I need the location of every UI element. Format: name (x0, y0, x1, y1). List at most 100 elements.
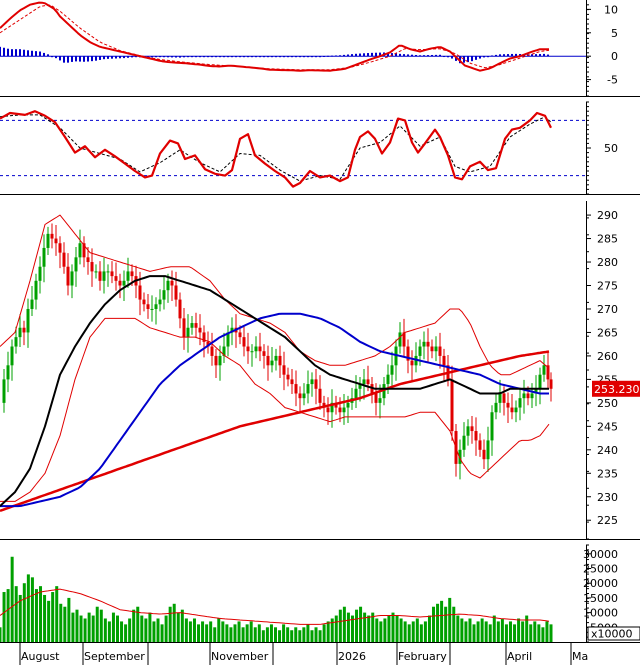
macd-histogram-bar (283, 56, 285, 58)
candle-body (374, 393, 378, 403)
macd-histogram-bar (483, 56, 485, 58)
volume-bar (6, 589, 10, 642)
volume-bar (99, 609, 103, 642)
candle-body (506, 402, 510, 408)
volume-bar (172, 603, 176, 642)
candle-body (254, 346, 258, 352)
volume-bar (217, 618, 221, 642)
macd-histogram-bar (255, 56, 257, 58)
candle-body (306, 384, 310, 394)
candle-body (498, 393, 502, 403)
volume-bar (39, 586, 43, 642)
x-tick-label: November (211, 650, 269, 663)
volume-bar (452, 606, 456, 642)
macd-histogram-bar (363, 53, 365, 57)
volume-bar (444, 606, 448, 642)
macd-histogram-bar (407, 54, 409, 57)
volume-bar (249, 621, 253, 642)
macd-histogram-bar (395, 53, 397, 57)
candle-body (514, 407, 518, 413)
y-tick-label: -5 (607, 74, 618, 87)
macd-histogram-bar (151, 56, 153, 58)
candle-body (382, 384, 386, 399)
candle-body (94, 271, 98, 273)
volume-bar (168, 606, 172, 642)
volume-bar (67, 597, 71, 642)
macd-histogram-bar (331, 55, 333, 57)
candle-body (378, 398, 382, 403)
macd-histogram-bar (447, 56, 449, 58)
candle-body (330, 402, 334, 413)
macd-histogram-bar (259, 56, 261, 58)
volume-bar (350, 615, 354, 642)
volume-bar (537, 624, 541, 642)
volume-bar (496, 621, 500, 642)
candle-body (458, 449, 462, 464)
volume-bar (419, 624, 423, 642)
volume-bar (338, 609, 342, 642)
macd-histogram-bar (427, 55, 429, 57)
macd-histogram-bar (91, 56, 93, 62)
volume-bar (379, 621, 383, 642)
volume-bar (367, 615, 371, 642)
volume-bar (14, 586, 18, 642)
candle-body (202, 332, 206, 342)
volume-bar (476, 621, 480, 642)
volume-bar (448, 597, 452, 642)
macd-histogram-bar (71, 56, 73, 62)
candle-body (438, 346, 442, 356)
macd-histogram-bar (39, 51, 41, 57)
macd-histogram-bar (175, 56, 177, 58)
volume-bar (120, 621, 124, 642)
macd-histogram-bar (319, 56, 321, 58)
volume-bar (136, 606, 140, 642)
macd-histogram-bar (511, 53, 513, 57)
macd-histogram-bar (19, 49, 21, 57)
volume-bar (111, 612, 115, 642)
macd-histogram-bar (387, 52, 389, 57)
macd-histogram-bar (315, 56, 317, 58)
y-tick-label: 235 (597, 467, 618, 480)
volume-bar (0, 627, 2, 642)
volume-bar (330, 618, 334, 642)
macd-histogram-bar (219, 56, 221, 58)
candle-body (238, 332, 242, 338)
candle-body (478, 440, 482, 450)
candle-body (450, 379, 454, 432)
volume-bar (282, 624, 286, 642)
macd-histogram-bar (295, 56, 297, 58)
candle-body (170, 280, 174, 286)
ma20-line (0, 275, 549, 507)
macd-histogram-bar (51, 56, 53, 58)
candle-body (294, 384, 298, 394)
volume-bar (164, 615, 168, 642)
price-panel: 2902852802752702652602552502452402352302… (0, 201, 640, 540)
volume-bar (342, 606, 346, 642)
y-tick-label: 280 (597, 256, 618, 269)
volume-bar (152, 621, 156, 642)
candle-body (150, 308, 154, 310)
macd-histogram-bar (267, 56, 269, 58)
candle-body (326, 407, 330, 413)
volume-bar (10, 556, 14, 642)
candle-body (142, 299, 146, 305)
volume-bar (261, 630, 265, 642)
volume-bar (213, 627, 217, 642)
macd-histogram-bar (535, 54, 537, 57)
macd-histogram-bar (227, 56, 229, 58)
candle-body (486, 440, 490, 460)
macd-histogram-bar (47, 54, 49, 57)
candle-body (42, 247, 46, 267)
macd-histogram-bar (443, 56, 445, 58)
volume-bar (75, 609, 79, 642)
macd-histogram-bar (423, 55, 425, 57)
macd-histogram-bar (467, 56, 469, 63)
x-tick-label: April (507, 650, 532, 663)
candle-body (354, 388, 358, 399)
macd-histogram-bar (431, 54, 433, 57)
macd-histogram-bar (399, 53, 401, 57)
candle-body (82, 243, 86, 258)
macd-histogram-bar (287, 56, 289, 58)
volume-bar (83, 618, 87, 642)
macd-histogram-bar (291, 56, 293, 58)
